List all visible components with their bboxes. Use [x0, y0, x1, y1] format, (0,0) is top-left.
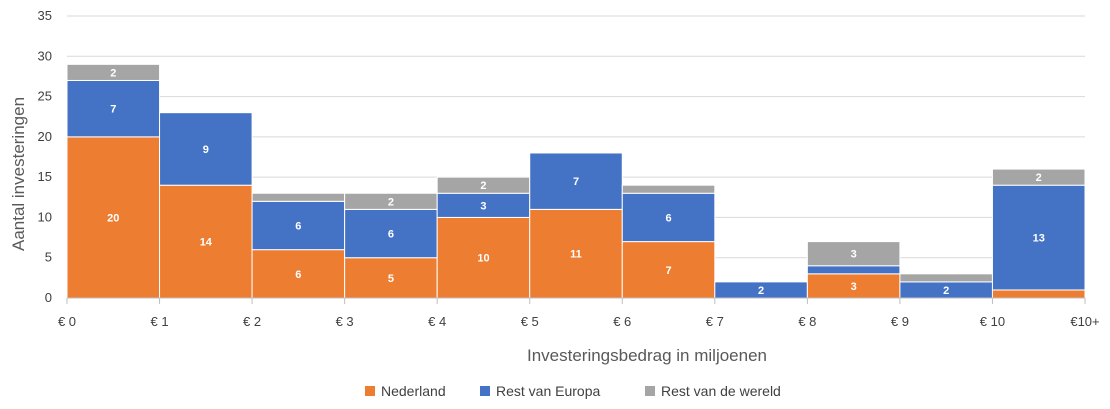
bar-segment: [991, 289, 1086, 299]
bar-segment: [621, 184, 716, 194]
data-label: 3: [851, 281, 857, 293]
x-tick-label: € 4: [428, 314, 446, 329]
x-tick-label: € 2: [243, 314, 261, 329]
y-tick-label: 30: [38, 48, 52, 63]
bar-segment: [251, 192, 346, 202]
y-tick-label: 5: [45, 250, 52, 265]
legend-item: Rest van de wereld: [645, 383, 781, 399]
x-tick-label: € 10: [980, 314, 1005, 329]
legend-label: Rest van Europa: [496, 383, 600, 399]
data-label: 14: [200, 237, 213, 249]
x-tick-label: € 0: [58, 314, 76, 329]
y-axis-title: Aantal investeringen: [9, 97, 28, 251]
bar-segment: [806, 241, 901, 267]
y-tick-label: 20: [38, 129, 52, 144]
y-tick-label: 25: [38, 89, 52, 104]
bar-segment: [251, 200, 346, 251]
bar-segment: [529, 208, 623, 299]
y-tick-label: 15: [38, 169, 52, 184]
data-label: 6: [388, 229, 394, 241]
data-label: 6: [295, 220, 301, 232]
data-label: 2: [1036, 172, 1042, 184]
bar-segment: [251, 249, 346, 299]
legend-swatch: [480, 386, 490, 396]
data-label: 2: [110, 67, 116, 79]
data-label: 3: [480, 200, 486, 212]
bar-segment: [991, 168, 1086, 186]
data-label: 7: [665, 265, 671, 277]
x-tick-label: € 7: [706, 314, 724, 329]
bar-segment: [806, 265, 901, 275]
bar-segment: [436, 216, 531, 299]
x-tick-label: € 8: [798, 314, 816, 329]
x-tick-label: € 6: [613, 314, 631, 329]
data-label: 2: [943, 285, 949, 297]
y-tick-label: 0: [45, 290, 52, 305]
x-tick-label: € 5: [521, 314, 539, 329]
bar-segment: [159, 112, 253, 186]
data-label: 10: [477, 253, 489, 265]
legend-label: Nederland: [381, 383, 446, 399]
legend-swatch: [645, 386, 655, 396]
x-tick-label: € 1: [151, 314, 169, 329]
data-label: 2: [480, 180, 486, 192]
data-label: 6: [295, 269, 301, 281]
bar-segment: [621, 192, 716, 243]
data-label: 20: [107, 212, 119, 224]
y-tick-label: 10: [38, 209, 52, 224]
data-label: 3: [851, 249, 857, 261]
legend-item: Rest van Europa: [480, 383, 600, 399]
data-label: 7: [573, 176, 579, 188]
bar-segment: [529, 152, 623, 210]
x-tick-label: €10+: [1070, 314, 1099, 329]
data-label: 2: [758, 285, 764, 297]
bar-segment: [991, 184, 1086, 291]
data-label: 5: [388, 273, 394, 285]
bar-segment: [66, 79, 161, 138]
bar-segment: [344, 257, 438, 299]
data-label: 7: [110, 104, 116, 116]
y-tick-label: 35: [38, 8, 52, 23]
data-label: 13: [1033, 233, 1045, 245]
legend-label: Rest van de wereld: [661, 383, 781, 399]
data-label: 9: [203, 144, 209, 156]
x-tick-label: € 9: [891, 314, 909, 329]
legend-swatch: [365, 386, 375, 396]
legend-item: Nederland: [365, 383, 446, 399]
x-axis-title: Investeringsbedrag in miljoenen: [527, 346, 767, 365]
data-label: 2: [388, 196, 394, 208]
bar-segment: [436, 192, 531, 218]
bar-segment: [344, 208, 438, 259]
data-label: 6: [665, 212, 671, 224]
data-label: 11: [570, 249, 582, 261]
bar-segment: [899, 273, 993, 283]
x-tick-label: € 3: [336, 314, 354, 329]
bar-segment: [621, 241, 716, 299]
bar-segment: [66, 63, 161, 81]
